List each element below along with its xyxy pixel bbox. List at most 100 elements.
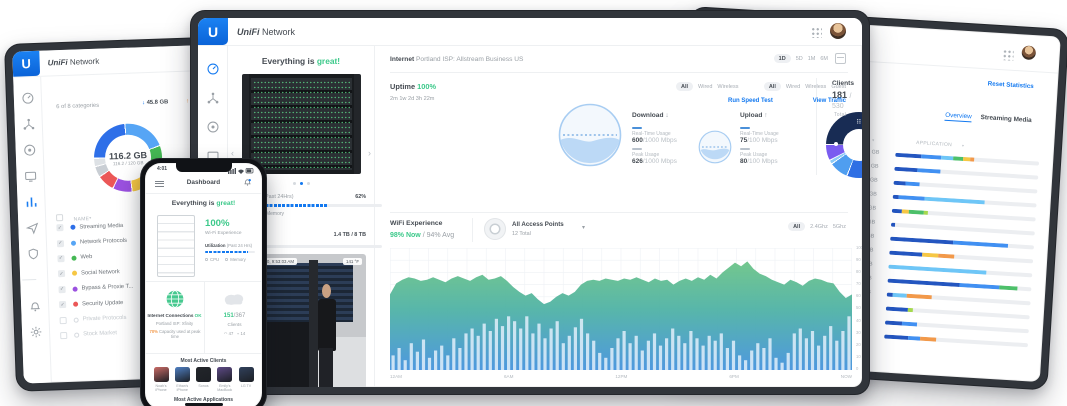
download-arrow-icon: ↓ (665, 112, 669, 119)
y-tick: 50 (856, 305, 861, 311)
active-client-item[interactable]: Sonos (194, 367, 214, 393)
x-tick: 6PM (729, 374, 739, 379)
settings-icon[interactable] (29, 325, 43, 339)
ap-selector[interactable]: All Access Points (512, 221, 564, 228)
tab-overview[interactable]: Overview (944, 111, 972, 123)
status-icons (228, 167, 254, 174)
uptime-tab-wired[interactable]: Wired (698, 83, 713, 90)
apps-grid-icon[interactable] (811, 27, 822, 38)
down-arrow-icon: ↓ (142, 100, 146, 107)
download-stats: Download ↓ Real-Time Usage 600/1000 Mbps… (632, 112, 677, 165)
carousel-prev[interactable]: ‹ (231, 148, 234, 158)
most-active-apps-title: Most Active Applications (173, 397, 234, 403)
phone-page-title: Dashboard (186, 179, 221, 186)
rack-photo (242, 74, 361, 174)
range-5d[interactable]: 5D (795, 55, 803, 62)
wifi-band-tabs: All 2.4Ghz 5Ghz (788, 222, 846, 231)
active-client-item[interactable]: Ethan's iPhone (172, 367, 192, 393)
user-avatar[interactable] (830, 23, 846, 39)
user-avatar[interactable] (1021, 45, 1037, 61)
calendar-icon[interactable] (835, 53, 846, 64)
camera-timestamp: NVR: 2/25/20, 9:53:03 AM (240, 258, 298, 265)
clients-icon[interactable] (23, 169, 37, 183)
topology-icon[interactable] (206, 91, 220, 105)
uptime: Uptime 100% (390, 82, 437, 91)
app-title: UniFi Network (47, 56, 100, 68)
rt-application-header[interactable]: APPLICATION (915, 140, 953, 149)
reset-statistics-link[interactable]: Reset Statistics (987, 80, 1034, 91)
wifi-tab-2.4ghz[interactable]: 2.4Ghz (810, 223, 828, 230)
site-status: Everything is great! (261, 56, 341, 66)
carousel-dots[interactable] (228, 182, 374, 185)
wifi-tab-all[interactable]: All (788, 222, 806, 231)
apple-icon (834, 142, 838, 146)
map-icon[interactable] (25, 221, 39, 235)
phone-clients-count: 151/367 (223, 313, 246, 319)
person-silhouette (317, 299, 337, 351)
active-client-item[interactable]: LG TV (236, 367, 256, 393)
cloud-icon (224, 294, 244, 305)
devices-icon[interactable] (22, 143, 36, 157)
topology-icon[interactable] (22, 117, 36, 131)
sidebar-divider (22, 279, 37, 281)
internet-title: Internet Portland ISP: Allstream Busines… (390, 56, 524, 63)
active-client-item[interactable]: Noah's iPhone (151, 367, 171, 393)
phone-internet-title: Internet Connections OK (147, 313, 202, 318)
security-icon[interactable] (26, 247, 40, 261)
menu-icon[interactable] (155, 179, 164, 188)
phone-notch (175, 163, 232, 172)
uptime-tab-wireless[interactable]: Wireless (717, 83, 739, 90)
y-tick: 20 (856, 341, 861, 347)
tab-streaming-media[interactable]: Streaming Media (980, 113, 1032, 125)
chevron-down-icon[interactable]: ▾ (582, 225, 586, 231)
uptime-tab-all[interactable]: All (676, 82, 694, 91)
range-1d[interactable]: 1D (773, 54, 791, 63)
statistics-icon[interactable] (24, 195, 38, 209)
upload-stats: Upload ↑ Real-Time Usage 75/100 Mbps Pea… (740, 112, 779, 165)
wifi-tab-5ghz[interactable]: 5Ghz (832, 223, 846, 230)
bell-icon[interactable] (243, 177, 252, 187)
upload-gauge (698, 130, 732, 164)
clients-tab-wireless[interactable]: Wireless (805, 83, 827, 90)
devices-icon[interactable] (206, 120, 220, 134)
clients-tab-guest[interactable]: Guest (831, 83, 846, 90)
phone-wifi-pct: 100% (205, 218, 230, 229)
chart-y-axis: 100 90 80 70 60 50 40 30 20 10 0 (856, 245, 862, 371)
view-traffic-link[interactable]: View Traffic (812, 98, 846, 104)
clients-title: Clients (832, 80, 854, 87)
download-total: ↓ 45.8 GB (142, 99, 169, 107)
camera-temperature: 141 °F (343, 258, 362, 265)
camera-feed[interactable]: NVR: 2/25/20, 9:53:03 AM 141 °F ◻ ⛶ (236, 254, 366, 387)
phone: 4:01 Dashboard Everything is gr (140, 158, 267, 406)
run-speed-test-link[interactable]: Run Speed Test (728, 98, 773, 104)
x-tick: 6AM (503, 374, 514, 379)
range-6m[interactable]: 6M (820, 55, 828, 62)
phone-clients-label: Clients (227, 322, 242, 327)
y-tick: 70 (856, 281, 861, 287)
access-point-icon (484, 218, 506, 240)
rack-illustration (157, 215, 195, 277)
site-panel: Everything is great! ‹ › Utilization (Pa… (228, 46, 382, 387)
unifi-logo: U (12, 50, 41, 77)
active-clients-row: Noah's iPhone Ethan's iPhone Sonos Emily's … (151, 367, 256, 393)
most-active-clients-title: Most Active Clients (180, 358, 227, 364)
utilization-bar (236, 204, 382, 207)
left-tablet-screen: U UniFi Network 6 of 8 categories ↓ 45.8… (12, 43, 258, 384)
phone-util-bar (205, 251, 255, 254)
clients-tab-all[interactable]: All (763, 82, 781, 91)
bell-icon[interactable] (28, 299, 42, 313)
active-client-item[interactable]: Emily's MacBook (215, 367, 235, 393)
dashboard-icon[interactable] (21, 91, 35, 105)
chart-x-axis: 12AM 6AM 12PM 6PM NOW (390, 374, 852, 379)
home-indicator[interactable] (184, 403, 223, 406)
carousel-next[interactable]: › (368, 148, 371, 158)
phone-status: Everything is great! (171, 200, 236, 207)
dashboard-icon[interactable] (206, 62, 220, 76)
apps-grid-icon[interactable] (1002, 49, 1014, 61)
left-tablet-sidebar (13, 76, 52, 384)
range-1m[interactable]: 1M (807, 55, 816, 62)
categories-filter[interactable]: 6 of 8 categories (56, 102, 100, 111)
wifi-experience-chart[interactable] (389, 247, 853, 371)
clients-donut-chart[interactable] (826, 112, 862, 178)
clients-tab-wired[interactable]: Wired (785, 83, 801, 90)
